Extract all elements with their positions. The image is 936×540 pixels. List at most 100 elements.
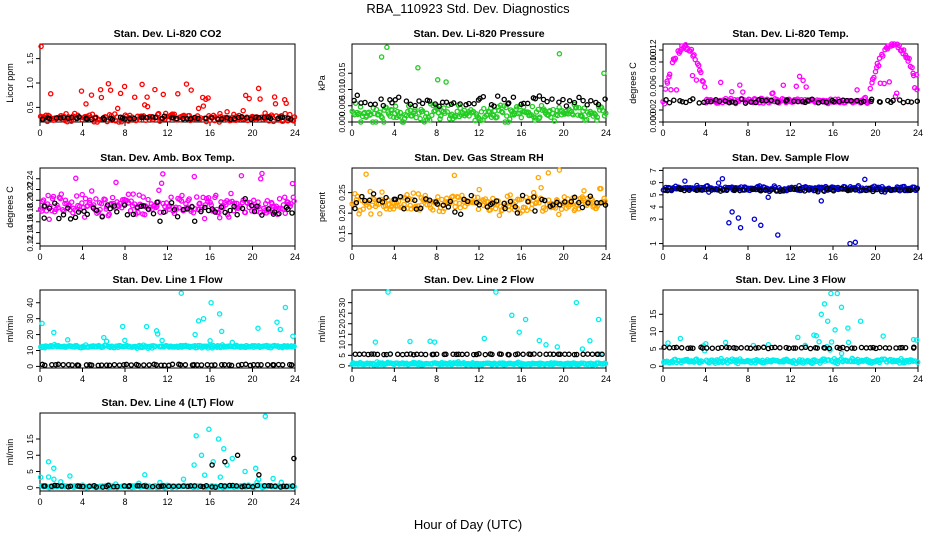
data-point <box>79 200 85 206</box>
data-point <box>242 468 248 475</box>
x-tick-label: 20 <box>870 374 880 384</box>
reference-point <box>900 99 907 106</box>
reference-point <box>466 100 472 107</box>
data-point <box>224 109 230 115</box>
data-point <box>226 199 233 205</box>
reference-point <box>823 99 830 105</box>
y-tick-label: 0.010 <box>648 51 658 73</box>
data-point <box>91 202 97 208</box>
data-point <box>700 78 706 85</box>
reference-point <box>412 102 418 109</box>
data-point <box>852 239 859 246</box>
data-point <box>156 187 162 194</box>
data-point <box>283 100 289 107</box>
data-point <box>726 220 732 226</box>
x-tick-label: 0 <box>349 252 354 262</box>
reference-point <box>576 199 582 206</box>
data-point <box>191 173 198 180</box>
data-point <box>761 359 768 366</box>
reference-point <box>150 114 156 120</box>
reference-point <box>908 99 915 105</box>
reference-point <box>704 98 711 105</box>
reference-point <box>536 93 543 99</box>
reference-point <box>501 96 507 103</box>
reference-point <box>152 114 159 121</box>
reference-point <box>447 198 454 205</box>
data-point <box>78 88 85 94</box>
reference-point <box>531 351 537 357</box>
chart-title: Stan. Dev. Line 3 Flow <box>735 274 846 286</box>
data-point <box>37 474 44 480</box>
reference-point <box>445 204 452 210</box>
data-point <box>262 413 269 420</box>
reference-point <box>686 187 692 193</box>
data-point <box>529 201 536 207</box>
reference-point <box>677 98 683 104</box>
reference-point <box>671 97 677 103</box>
reference-point <box>254 482 261 489</box>
data-point <box>538 184 544 191</box>
reference-point <box>362 99 368 106</box>
data-point <box>719 175 726 182</box>
reference-point <box>407 101 414 108</box>
data-point <box>290 333 296 339</box>
reference-point <box>544 98 550 105</box>
x-tick-label: 12 <box>162 497 172 507</box>
data-point <box>259 170 265 177</box>
data-point <box>127 207 134 214</box>
y-tick-label: 20 <box>337 319 347 329</box>
reference-point <box>184 206 191 212</box>
reference-point <box>228 362 235 369</box>
data-point <box>811 332 817 338</box>
data-point <box>240 107 246 114</box>
reference-point <box>226 482 233 489</box>
reference-point <box>121 361 127 368</box>
reference-point <box>419 100 426 107</box>
data-point <box>535 174 542 181</box>
reference-point <box>831 99 837 105</box>
data-point <box>456 200 463 207</box>
x-tick-label: 4 <box>80 128 85 138</box>
reference-point <box>687 345 694 351</box>
reference-point <box>161 113 168 119</box>
data-point <box>701 84 708 90</box>
data-point <box>385 289 391 295</box>
reference-point <box>218 361 225 368</box>
data-point <box>238 172 245 179</box>
reference-point <box>204 361 211 368</box>
reference-point <box>231 203 237 210</box>
x-tick-label: 8 <box>434 128 439 138</box>
reference-point <box>150 210 157 217</box>
reference-point <box>493 198 500 204</box>
reference-point <box>276 210 282 217</box>
data-point <box>487 207 494 213</box>
y-axis-label: percent <box>317 191 327 222</box>
data-point <box>914 86 920 93</box>
reference-point <box>507 198 514 205</box>
data-point <box>397 109 404 116</box>
reference-point <box>111 361 118 368</box>
data-point <box>82 195 89 202</box>
data-point <box>58 191 65 197</box>
data-point <box>201 215 208 222</box>
chart-title: Stan. Dev. Sample Flow <box>732 152 850 164</box>
reference-point <box>280 483 287 489</box>
reference-point <box>524 100 531 107</box>
data-point <box>373 106 380 113</box>
reference-point <box>123 361 130 368</box>
x-tick-label: 0 <box>349 128 354 138</box>
reference-point <box>353 199 360 206</box>
reference-point <box>738 345 744 351</box>
reference-point <box>75 209 82 215</box>
data-point <box>144 103 151 110</box>
data-point <box>281 194 288 200</box>
x-tick-label: 24 <box>601 252 611 262</box>
data-point <box>513 106 519 112</box>
reference-point <box>146 362 152 368</box>
reference-point <box>182 362 189 368</box>
data-point <box>871 74 877 81</box>
data-point <box>81 214 88 220</box>
reference-point <box>248 202 255 209</box>
reference-point <box>288 116 294 122</box>
reference-point <box>171 206 178 213</box>
